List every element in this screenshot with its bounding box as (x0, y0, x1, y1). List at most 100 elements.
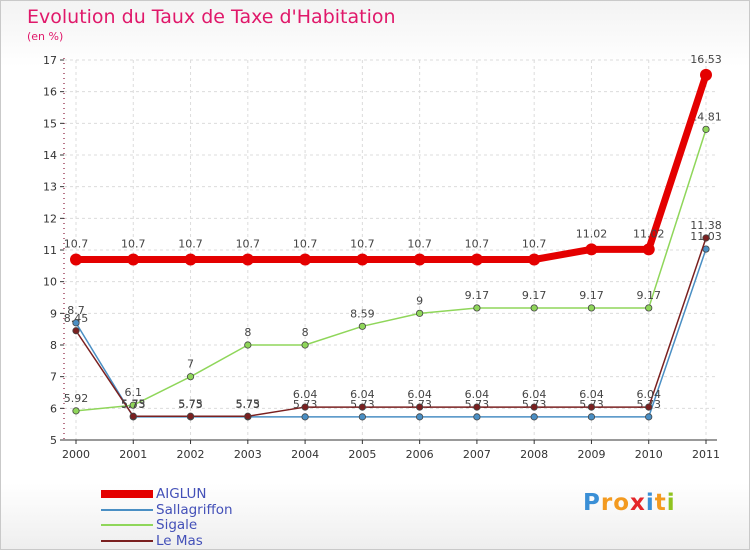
data-point-sigale (244, 341, 252, 349)
data-label-aiglun: 16.53 (690, 53, 722, 66)
data-label-sigale: 9 (416, 294, 423, 307)
legend-label-aiglun: AIGLUN (156, 486, 207, 502)
data-label-sallagriffon: 5.73 (178, 398, 203, 411)
y-tick-label: 17 (43, 54, 57, 67)
data-point-aiglun (528, 253, 541, 266)
data-point-le-mas (244, 412, 252, 420)
data-label-aiglun: 11.02 (576, 227, 608, 240)
data-point-aiglun (642, 243, 655, 256)
series-line-aiglun (72, 71, 710, 263)
data-point-sigale (587, 304, 596, 312)
data-point-le-mas (645, 403, 653, 411)
x-tick-label: 2011 (692, 448, 720, 461)
data-label-sallagriffon: 8.7 (67, 304, 85, 317)
logo-letter: o (613, 490, 631, 516)
y-tick-label: 10 (43, 276, 57, 289)
legend-label-le-mas: Le Mas (156, 532, 203, 549)
data-point-sallagriffon (645, 413, 653, 421)
data-point-aiglun (241, 253, 254, 266)
data-point-le-mas (587, 403, 596, 411)
x-tick-label: 2006 (406, 448, 434, 461)
legend-swatch-sallagriffon (101, 508, 153, 511)
data-point-sallagriffon (358, 413, 366, 421)
data-point-sigale (473, 304, 481, 312)
data-label-sigale: 9.17 (522, 289, 547, 302)
data-point-sigale (358, 322, 366, 330)
x-tick-label: 2002 (177, 448, 205, 461)
data-label-sigale: 9.17 (579, 289, 604, 302)
data-point-aiglun (70, 253, 82, 266)
logo-letter: i (645, 490, 655, 516)
logo-letter: P (583, 490, 601, 516)
y-tick-label: 11 (43, 244, 57, 257)
x-tick-label: 2010 (635, 448, 663, 461)
chart-title: Evolution du Taux de Taxe d'Habitation (27, 6, 396, 28)
data-label-sallagriffon: 5.73 (236, 398, 261, 411)
x-tick-label: 2000 (62, 448, 90, 461)
data-label-sigale: 6.1 (125, 386, 143, 399)
legend-label-sigale: Sigale (156, 517, 198, 533)
data-label-sigale: 9.17 (636, 289, 661, 302)
data-label-aiglun: 10.7 (407, 238, 432, 251)
data-point-le-mas (702, 234, 710, 242)
data-point-sallagriffon (587, 413, 596, 421)
data-label-le-mas: 6.04 (350, 388, 375, 401)
chart-unit-label: (en %) (27, 30, 64, 43)
logo-letter: i (666, 490, 676, 516)
legend-swatch-aiglun (101, 490, 153, 498)
data-label-sigale: 14.81 (690, 110, 722, 123)
y-tick-label: 12 (43, 212, 57, 225)
y-tick-label: 16 (43, 86, 57, 99)
data-point-sigale (530, 304, 538, 312)
data-label-sigale: 8.59 (350, 307, 375, 320)
x-tick-label: 2005 (348, 448, 376, 461)
y-tick-label: 8 (50, 339, 57, 352)
y-tick-label: 9 (50, 307, 57, 320)
data-label-aiglun: 10.7 (64, 238, 89, 251)
x-tick-label: 2004 (291, 448, 319, 461)
data-point-sallagriffon (473, 413, 481, 421)
data-point-sigale (301, 341, 309, 349)
data-point-le-mas (72, 327, 80, 335)
series-aiglun: 10.7 10.7 10.7 10.7 10.7 10.7 10.7 10.7 10.7 11.0… (64, 53, 722, 266)
data-label-le-mas: 8.45 (64, 312, 89, 325)
data-point-aiglun (585, 243, 598, 256)
data-label-aiglun: 10.7 (350, 238, 375, 251)
data-label-aiglun: 10.7 (236, 238, 261, 251)
series-line-sigale (75, 128, 707, 412)
data-label-le-mas: 6.04 (636, 388, 661, 401)
data-label-aiglun: 10.7 (178, 238, 203, 251)
data-label-le-mas: 6.04 (522, 388, 547, 401)
data-label-aiglun: 10.7 (293, 238, 318, 251)
data-point-le-mas (358, 403, 366, 411)
data-point-le-mas (129, 412, 137, 420)
data-point-sigale (416, 309, 424, 317)
x-tick-label: 2003 (234, 448, 262, 461)
x-tick-label: 2001 (119, 448, 147, 461)
data-point-sallagriffon (72, 319, 80, 327)
series-line-sallagriffon (75, 248, 707, 418)
data-label-aiglun: 10.7 (465, 238, 490, 251)
data-label-sigale: 5.92 (64, 392, 89, 405)
data-label-aiglun: 10.7 (522, 238, 547, 251)
data-point-le-mas (416, 403, 424, 411)
data-label-le-mas: 6.04 (579, 388, 604, 401)
data-point-aiglun (184, 253, 197, 266)
series-line-le-mas (75, 237, 707, 417)
y-tick-label: 14 (43, 149, 57, 162)
y-tick-label: 13 (43, 181, 57, 194)
data-point-aiglun (470, 253, 483, 266)
y-tick-label: 6 (50, 402, 57, 415)
data-point-sigale (702, 125, 710, 133)
data-label-le-mas: 6.04 (293, 388, 318, 401)
y-tick-label: 7 (50, 371, 57, 384)
data-point-sigale (129, 401, 137, 409)
data-point-le-mas (473, 403, 481, 411)
series-sigale: 5.92 6.1 7 8 8 8.59 9 9.17 9.17 9.17 9.17 14.81 (64, 110, 722, 415)
x-tick-label: 2008 (520, 448, 548, 461)
data-point-le-mas (530, 403, 538, 411)
data-point-aiglun (127, 253, 140, 266)
data-point-aiglun (413, 253, 426, 266)
legend-label-sallagriffon: Sallagriffon (156, 501, 233, 518)
